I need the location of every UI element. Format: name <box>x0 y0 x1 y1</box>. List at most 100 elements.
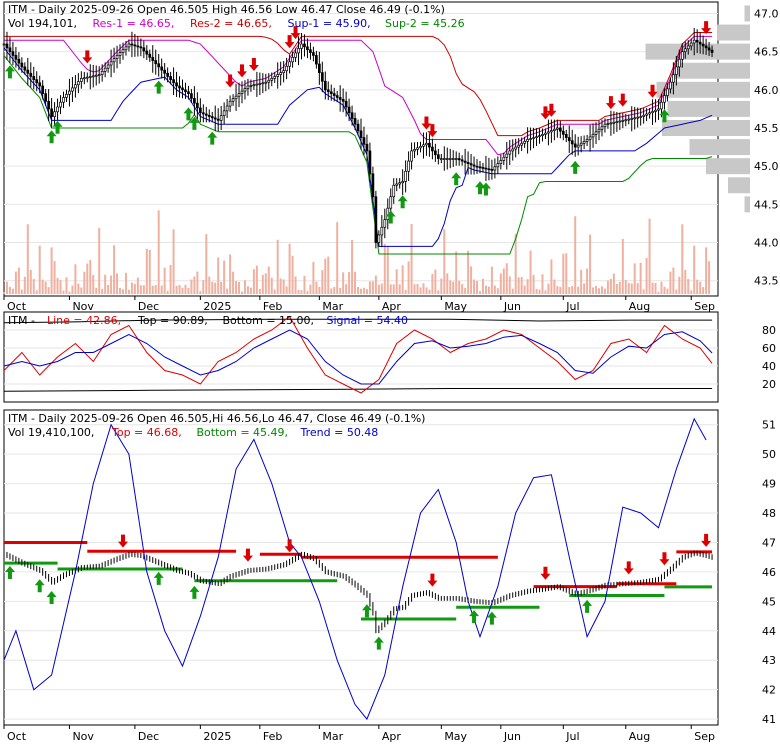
volume-bar <box>440 278 443 294</box>
volume-bar <box>428 289 431 294</box>
volume-bar <box>252 269 255 294</box>
candle-body <box>505 153 509 158</box>
volume-profile-bar <box>744 196 750 213</box>
volume-bar <box>523 285 526 294</box>
candle-body <box>392 184 396 198</box>
green-buy-arrow <box>397 195 408 209</box>
candle-body <box>249 85 253 87</box>
candle-body <box>97 74 101 76</box>
volume-profile-bar <box>706 158 750 175</box>
green-buy-arrow <box>183 107 194 121</box>
volume-bar <box>514 233 517 294</box>
volume-bar <box>122 289 124 294</box>
candle-body <box>288 61 291 67</box>
volume-bar <box>187 287 190 294</box>
volume-bar <box>383 243 386 294</box>
trend-header-text: ITM - Daily 2025-09-26 Open 46.505,Hi 46… <box>8 412 425 425</box>
volume-bar <box>8 286 11 294</box>
volume-bar <box>95 287 98 294</box>
candle-body <box>264 81 268 84</box>
trend-x-label: May <box>444 730 467 743</box>
candle-body <box>576 144 580 148</box>
red-sell-arrow <box>248 57 259 71</box>
volume-bar <box>529 250 532 294</box>
volume-bar <box>589 234 592 294</box>
volume-bar <box>404 290 407 294</box>
res2-label: Res-2 = 46.65, <box>190 17 272 30</box>
volume-bar <box>365 289 368 294</box>
candle-body <box>130 43 134 46</box>
volume-bar <box>624 279 627 294</box>
red-sell-arrow <box>290 26 301 40</box>
volume-bar <box>505 263 508 294</box>
candle-body <box>511 148 515 152</box>
stochastic-bottom-label: Bottom = 15.00, <box>223 314 315 327</box>
stochastic-line-line <box>3 315 713 394</box>
candle-body <box>297 48 300 54</box>
candle-body <box>564 134 568 138</box>
candle-body <box>401 181 404 184</box>
candle-body <box>532 137 535 139</box>
volume-bar <box>431 274 434 294</box>
trend-x-label: 2025 <box>203 730 231 743</box>
candle-body <box>109 61 113 66</box>
candle-body <box>20 62 24 68</box>
volume-bar <box>568 287 571 294</box>
sup1-label: Sup-1 = 45.90, <box>288 17 371 30</box>
trend-green-arrow <box>486 611 497 625</box>
volume-bar <box>41 279 44 294</box>
volume-profile-bar <box>717 24 750 41</box>
volume-bar <box>687 279 690 294</box>
candle-body <box>660 101 663 110</box>
price-x-label: Apr <box>382 300 402 313</box>
volume-bar <box>220 281 223 294</box>
candle-body <box>609 122 613 125</box>
volume-bar <box>413 284 416 294</box>
candle-body <box>225 105 229 112</box>
volume-bar <box>116 273 119 294</box>
volume-bar <box>20 289 23 294</box>
candle-body <box>547 131 550 134</box>
candle-body <box>151 57 155 61</box>
candle-body <box>154 60 158 65</box>
volume-bar <box>199 291 202 294</box>
stochastic-y-tick: 60 <box>762 342 776 355</box>
candle-body <box>329 91 333 94</box>
volume-bar <box>398 284 401 294</box>
candle-body <box>347 106 351 114</box>
volume-bar <box>339 287 342 294</box>
candle-body <box>306 46 309 51</box>
price-y-tick: 46.0 <box>754 84 779 97</box>
candle-body <box>692 39 696 44</box>
volume-bar <box>83 271 86 294</box>
candle-body <box>23 66 27 71</box>
volume-bar <box>309 284 312 294</box>
volume-bar <box>154 285 157 294</box>
volume-bar <box>401 265 404 294</box>
volume-bar <box>264 273 267 294</box>
sup2-line <box>3 55 713 255</box>
candle-body <box>362 137 366 145</box>
candle-body <box>529 138 532 140</box>
stochastic-signal-line <box>3 329 713 385</box>
volume-bar <box>592 287 595 294</box>
candle-body <box>594 131 598 135</box>
red-sell-arrow <box>540 106 551 120</box>
volume-bar <box>249 287 252 294</box>
candle-body <box>210 116 214 119</box>
candle-body <box>88 76 92 78</box>
trend-red-arrow <box>540 566 551 580</box>
volume-bar <box>615 283 618 294</box>
candle-body <box>326 89 330 93</box>
volume-bar <box>654 283 657 294</box>
candle-body <box>538 135 541 137</box>
candle-body <box>639 116 643 118</box>
green-buy-arrow <box>46 130 57 144</box>
volume-bar <box>169 265 172 294</box>
candle-body <box>267 79 271 83</box>
volume-bar <box>598 288 600 294</box>
volume-bar <box>535 288 538 294</box>
candle-body <box>85 76 89 79</box>
candle-body <box>359 130 363 138</box>
res2-line <box>4 32 713 137</box>
